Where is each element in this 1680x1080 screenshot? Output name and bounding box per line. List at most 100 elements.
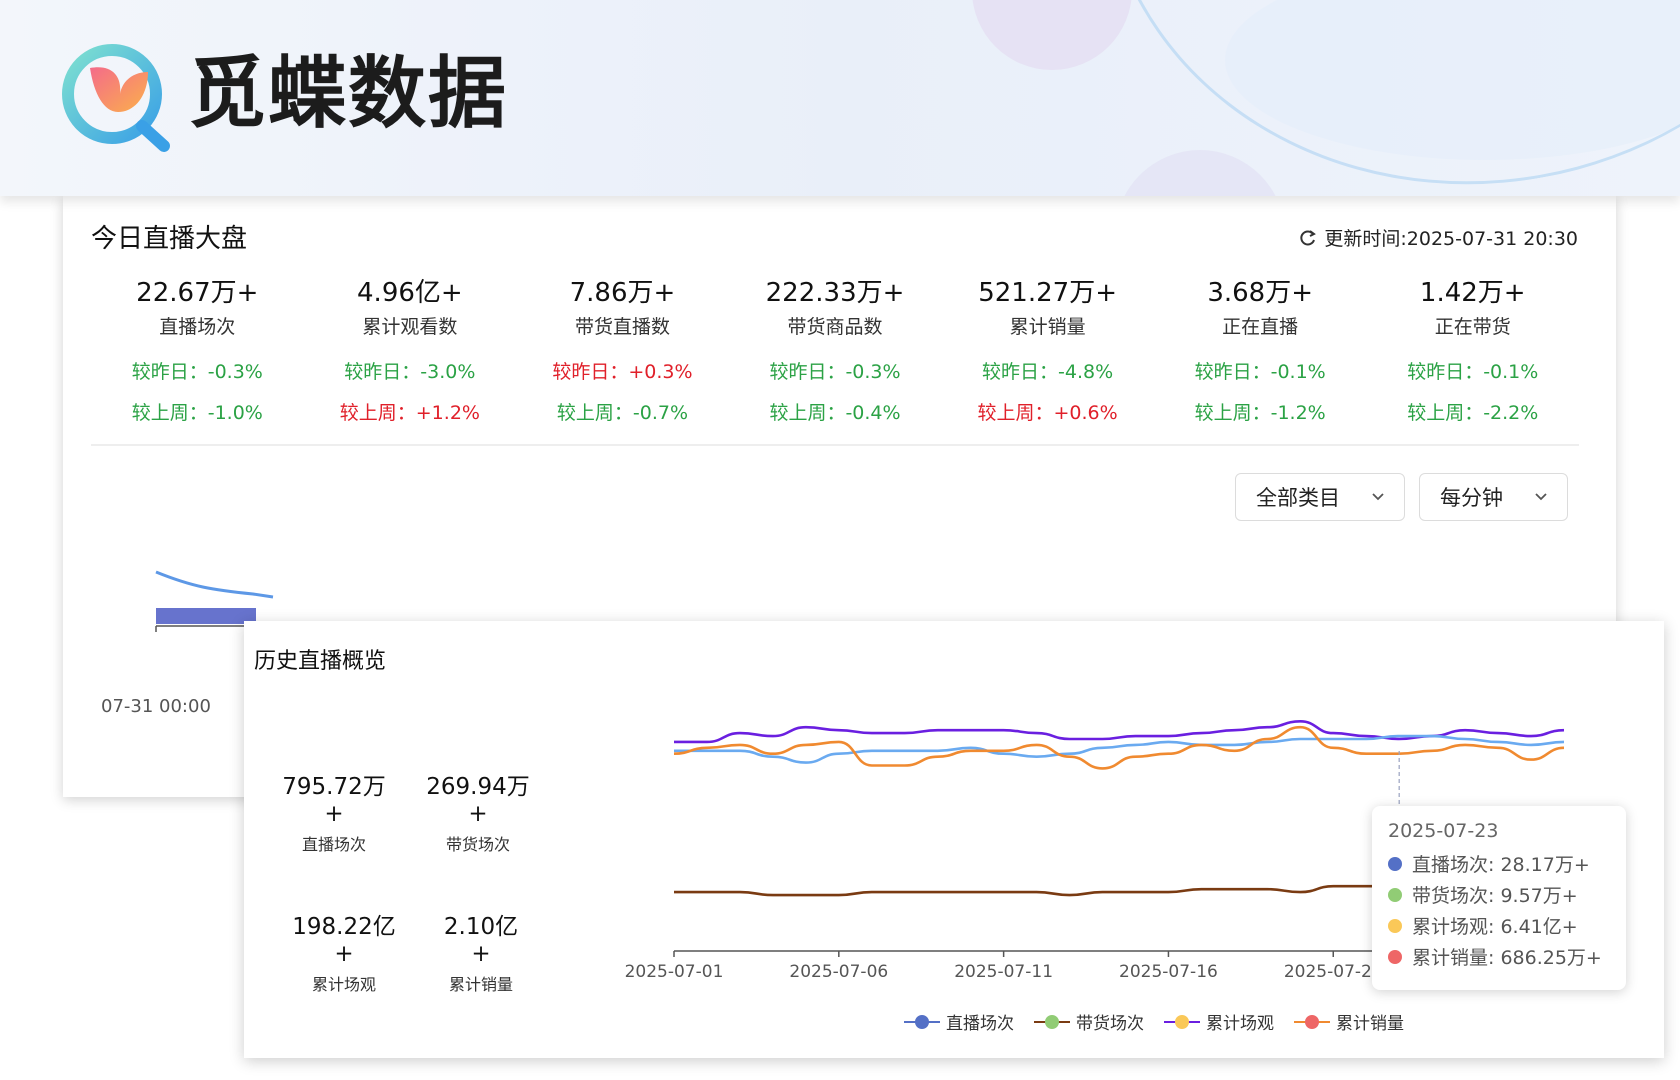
series-dot-icon [1388,918,1402,933]
history-stat-value: 198.22亿+ [292,914,396,967]
tooltip-text: 累计销量: 686.25万+ [1412,947,1602,969]
stat-value: 521.27万+ [978,278,1117,308]
x-axis-tick-label: 2025-07-21 [1284,962,1383,982]
stat-label: 正在带货 [1434,316,1511,338]
tooltip-row: 累计场观: 6.41亿+ [1388,910,1610,941]
stat-week-compare: 较上周：-2.2% [1407,402,1539,424]
legend-marker-icon [904,1014,940,1029]
legend-marker-icon [1294,1014,1330,1029]
history-stat-label: 累计场观 [311,975,376,994]
legend-item[interactable]: 带货场次 [1034,1009,1144,1034]
stat-value: 222.33万+ [765,278,905,308]
legend-marker-icon [1164,1014,1200,1029]
tooltip-text: 直播场次: 28.17万+ [1412,854,1590,876]
legend-item[interactable]: 直播场次 [904,1009,1014,1034]
stat-value: 7.86万+ [569,278,676,308]
stat-day-compare: 较昨日：-0.3% [769,361,901,383]
legend-marker-icon [1034,1014,1070,1029]
stat-item: 4.96亿+ 累计观看数 较昨日：-3.0% 较上周：+1.2% [304,276,517,425]
history-stat-value: 2.10亿+ [443,914,519,967]
card-title: 历史直播概览 [254,649,387,674]
legend-label: 带货场次 [1076,1014,1144,1034]
tooltip-row: 累计销量: 686.25万+ [1388,941,1610,972]
banner-arc-decoration [1046,0,1680,196]
card-title: 今日直播大盘 [91,224,248,254]
chevron-down-icon [1372,493,1384,501]
legend-item[interactable]: 累计场观 [1164,1009,1274,1034]
brand-name: 觅蝶数据 [188,49,509,139]
tooltip-text: 累计场观: 6.41亿+ [1412,916,1578,938]
interval-select-value: 每分钟 [1440,486,1503,510]
history-stat-value: 269.94万+ [426,774,530,827]
update-time: 更新时间:2025-07-31 20:30 [1298,224,1578,251]
stat-label: 正在直播 [1222,316,1299,338]
chart-legend: 直播场次 带货场次 累计场观 累计销量 [904,1009,1404,1034]
stat-value: 1.42万+ [1419,278,1526,308]
history-overview-card: 历史直播概览 795.72万+ 直播场次 269.94万+ 带货场次 198.2… [244,621,1664,1058]
banner-decoration [1115,150,1285,196]
stat-week-compare: 较上周：+0.6% [977,402,1118,424]
today-axis-label: 07-31 00:00 [101,696,211,717]
interval-select[interactable]: 每分钟 [1419,473,1568,521]
stat-day-compare: 较昨日：+0.3% [552,361,693,383]
series-line [673,720,1565,744]
series-line [673,725,1565,770]
stat-item: 1.42万+ 正在带货 较昨日：-0.1% 较上周：-2.2% [1366,276,1579,425]
legend-label: 累计销量 [1336,1014,1404,1034]
today-trend-line [155,570,274,599]
stat-item: 22.67万+ 直播场次 较昨日：-0.3% 较上周：-1.0% [91,276,304,425]
x-axis-tick-label: 2025-07-11 [954,962,1053,982]
stat-day-compare: 较昨日：-3.0% [344,361,476,383]
history-stat: 269.94万+ 带货场次 [418,767,538,855]
stat-item: 3.68万+ 正在直播 较昨日：-0.1% 较上周：-1.2% [1154,276,1367,425]
category-select[interactable]: 全部类目 [1235,473,1405,521]
tooltip-text: 带货场次: 9.57万+ [1412,885,1578,907]
banner-decoration [972,0,1132,70]
series-line [674,734,1565,764]
x-axis-tick-label: 2025-07-06 [789,962,888,982]
stat-week-compare: 较上周：+1.2% [339,402,480,424]
today-volume-bars [156,608,256,624]
x-axis-tick-label: 2025-07-01 [625,962,724,982]
history-stat-value: 795.72万+ [282,774,386,827]
stat-week-compare: 较上周：-0.4% [769,402,901,424]
stats-row: 22.67万+ 直播场次 较昨日：-0.3% 较上周：-1.0% 4.96亿+ … [91,276,1579,425]
history-stat-label: 累计销量 [448,975,513,994]
tooltip-row: 带货场次: 9.57万+ [1388,879,1610,910]
series-dot-icon [1388,856,1402,871]
stat-label: 带货商品数 [787,316,883,338]
update-time-label: 更新时间:2025-07-31 20:30 [1324,228,1578,250]
x-axis-tick-label: 2025-07-16 [1119,962,1218,982]
history-stat: 2.10亿+ 累计销量 [436,907,526,995]
legend-label: 直播场次 [946,1014,1014,1034]
refresh-icon[interactable] [1298,228,1318,248]
history-stat: 795.72万+ 直播场次 [279,767,389,855]
stat-value: 3.68万+ [1207,278,1314,308]
stat-week-compare: 较上周：-0.7% [556,402,689,424]
history-stat: 198.22亿+ 累计场观 [284,907,404,995]
history-stat-label: 带货场次 [445,835,510,854]
chevron-down-icon [1535,493,1547,501]
stat-item: 222.33万+ 带货商品数 较昨日：-0.3% 较上周：-0.4% [729,276,942,425]
stat-label: 累计观看数 [362,316,458,338]
stat-day-compare: 较昨日：-0.3% [131,361,263,383]
stat-value: 4.96亿+ [357,278,463,308]
legend-item[interactable]: 累计销量 [1294,1009,1404,1034]
stat-item: 7.86万+ 带货直播数 较昨日：+0.3% 较上周：-0.7% [516,276,729,425]
stat-label: 累计销量 [1009,316,1086,338]
stat-label: 带货直播数 [574,316,670,338]
category-select-value: 全部类目 [1256,486,1340,510]
stat-label: 直播场次 [159,316,236,338]
stat-value: 22.67万+ [136,278,259,308]
history-stat-label: 直播场次 [301,835,366,854]
stat-day-compare: 较昨日：-0.1% [1194,361,1326,383]
butterfly-magnifier-logo-icon [62,44,170,152]
series-dot-icon [1388,949,1402,964]
legend-label: 累计场观 [1206,1014,1274,1034]
stat-week-compare: 较上周：-1.2% [1194,402,1326,424]
stat-item: 521.27万+ 累计销量 较昨日：-4.8% 较上周：+0.6% [941,276,1154,425]
stat-week-compare: 较上周：-1.0% [131,402,263,424]
stat-day-compare: 较昨日：-4.8% [982,361,1114,383]
series-dot-icon [1388,887,1402,902]
tooltip-date: 2025-07-23 [1388,820,1499,842]
